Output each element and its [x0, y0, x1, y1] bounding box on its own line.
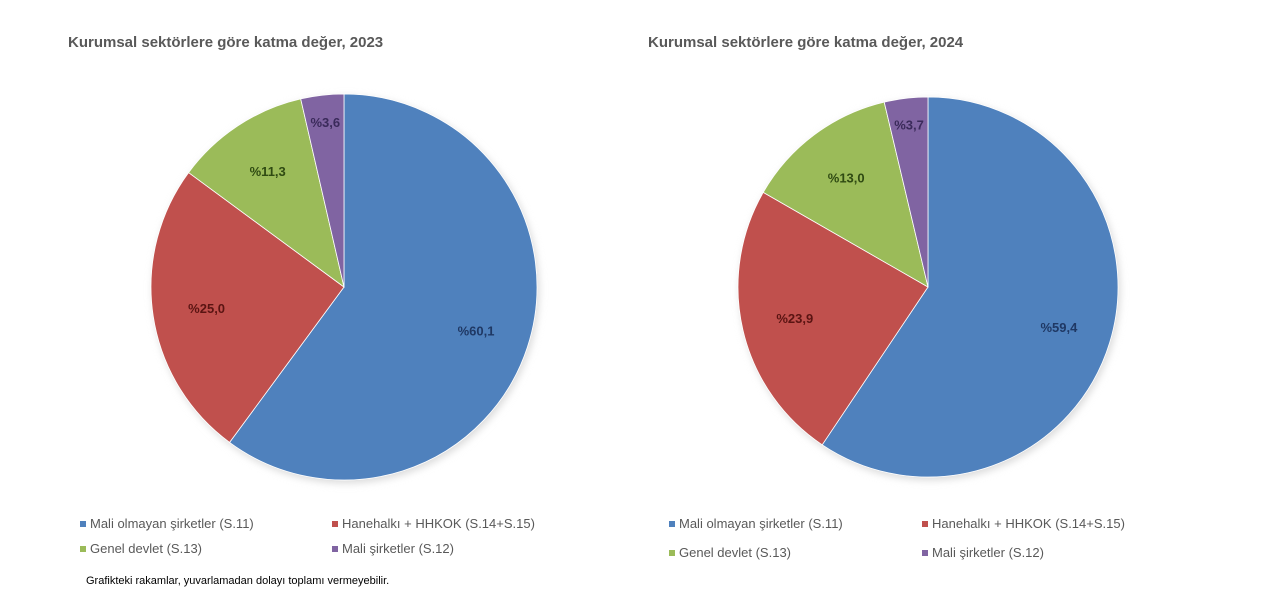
legend-item-s12: Mali şirketler (S.12) [332, 541, 454, 556]
chart-title-2024: Kurumsal sektörlere göre katma değer, 20… [648, 34, 964, 51]
legend-label: Mali şirketler (S.12) [932, 545, 1044, 560]
legend-swatch-icon [669, 520, 675, 527]
legend-item-s13: Genel devlet (S.13) [669, 545, 791, 560]
pie-slice-2 [150, 172, 345, 443]
legend-label: Genel devlet (S.13) [90, 541, 203, 556]
chart-title-2023: Kurumsal sektörlere göre katma değer, 20… [68, 34, 384, 51]
pie-slice-1 [229, 93, 538, 481]
slice-data-label: %23,9 [776, 311, 813, 326]
pie-chart-2023: %60,1 %25,0 %11,3 %3,6 [150, 93, 539, 483]
legend-swatch-icon [332, 545, 338, 552]
pie-chart-2024: %59,4 %23,9 %13,0 %3,7 [737, 96, 1120, 480]
pie-slice-3 [762, 101, 929, 288]
footnote: Grafikteki rakamlar, yuvarlamadan dolayı… [86, 575, 390, 587]
slice-data-label: %13,0 [828, 170, 865, 185]
pie-slice-2 [737, 191, 929, 446]
pie-slice-4 [883, 96, 929, 288]
legend-item-s13: Genel devlet (S.13) [80, 541, 202, 556]
legend-label: Hanehalkı + HHKOK (S.14+S.15) [932, 516, 1125, 531]
slice-data-label: %11,3 [250, 164, 286, 179]
pie-slice-1 [821, 96, 1119, 478]
legend-swatch-icon [80, 520, 86, 527]
legend-item-s14-15: Hanehalkı + HHKOK (S.14+S.15) [922, 516, 1125, 531]
slice-data-label: %60,1 [458, 323, 495, 338]
legend-swatch-icon [669, 549, 675, 556]
legend-item-s12: Mali şirketler (S.12) [922, 545, 1044, 560]
legend-label: Mali olmayan şirketler (S.11) [90, 516, 254, 531]
pie-slice-3 [188, 98, 345, 288]
chart-panel-2023: Kurumsal sektörlere göre katma değer, 20… [68, 34, 539, 587]
legend-swatch-icon [922, 520, 928, 527]
legend-swatch-icon [80, 545, 86, 552]
legend-swatch-icon [332, 520, 338, 527]
pie-slice-4 [300, 93, 345, 288]
legend-label: Mali olmayan şirketler (S.11) [679, 516, 843, 531]
slice-data-label: %59,4 [1040, 320, 1078, 335]
slice-data-label: %25,0 [188, 301, 225, 316]
slice-data-label: %3,7 [894, 118, 924, 133]
chart-panel-2024: Kurumsal sektörlere göre katma değer, 20… [640, 0, 1280, 614]
legend-label: Hanehalkı + HHKOK (S.14+S.15) [342, 516, 535, 531]
legend-item-s11: Mali olmayan şirketler (S.11) [669, 516, 843, 531]
slice-data-label: %3,6 [310, 115, 340, 130]
legend-item-s11: Mali olmayan şirketler (S.11) [80, 516, 254, 531]
legend-label: Genel devlet (S.13) [679, 545, 792, 560]
legend-item-s14-15: Hanehalkı + HHKOK (S.14+S.15) [332, 516, 535, 531]
legend-label: Mali şirketler (S.12) [342, 541, 454, 556]
legend-swatch-icon [922, 549, 928, 556]
